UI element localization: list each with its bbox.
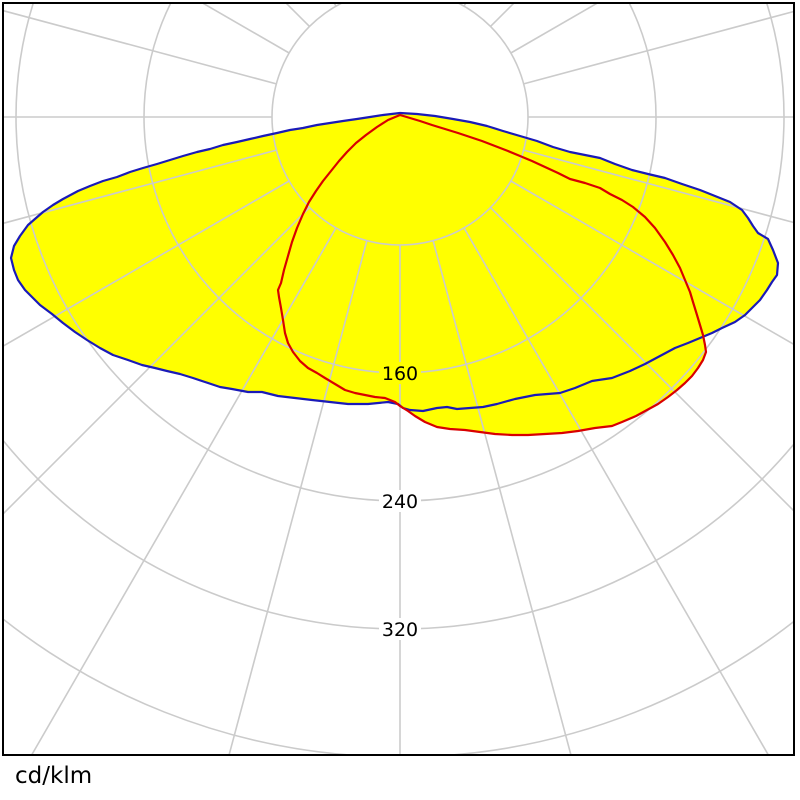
grid-radial-75deg <box>523 149 794 224</box>
grid-radial-315deg <box>3 206 311 516</box>
grid-radial-30deg <box>463 227 770 755</box>
grid-radial-60deg <box>510 180 794 346</box>
ring-label-320: 320 <box>382 619 418 641</box>
curve-stroke-layer <box>9 111 780 437</box>
grid-radial-15deg <box>432 240 572 755</box>
ring-label-bg-320 <box>379 618 421 640</box>
ring-label-bg-240 <box>379 490 421 512</box>
grid-radial-105deg <box>523 10 794 85</box>
ring-label-bg-160 <box>379 362 421 384</box>
grid-radial-255deg <box>3 9 277 85</box>
ring-label-160: 160 <box>382 363 418 385</box>
grid-radial-240deg <box>200 3 290 54</box>
grid-radial-120deg <box>510 3 600 54</box>
unit-caption: cd/klm <box>15 763 93 789</box>
ring-label-240: 240 <box>382 491 418 513</box>
plot-border <box>2 2 795 756</box>
ring-label-layer: 160 240 320 <box>379 362 421 641</box>
grid-radial-45deg <box>489 206 794 513</box>
grid-radial-330deg <box>30 227 337 755</box>
grid-radial-285deg <box>3 149 277 225</box>
curve-red-C90-C270 <box>276 113 708 437</box>
grid-radial-345deg <box>228 240 368 755</box>
grid-radial-300deg <box>3 180 290 348</box>
curve-blue-C0-C180 <box>9 111 780 413</box>
